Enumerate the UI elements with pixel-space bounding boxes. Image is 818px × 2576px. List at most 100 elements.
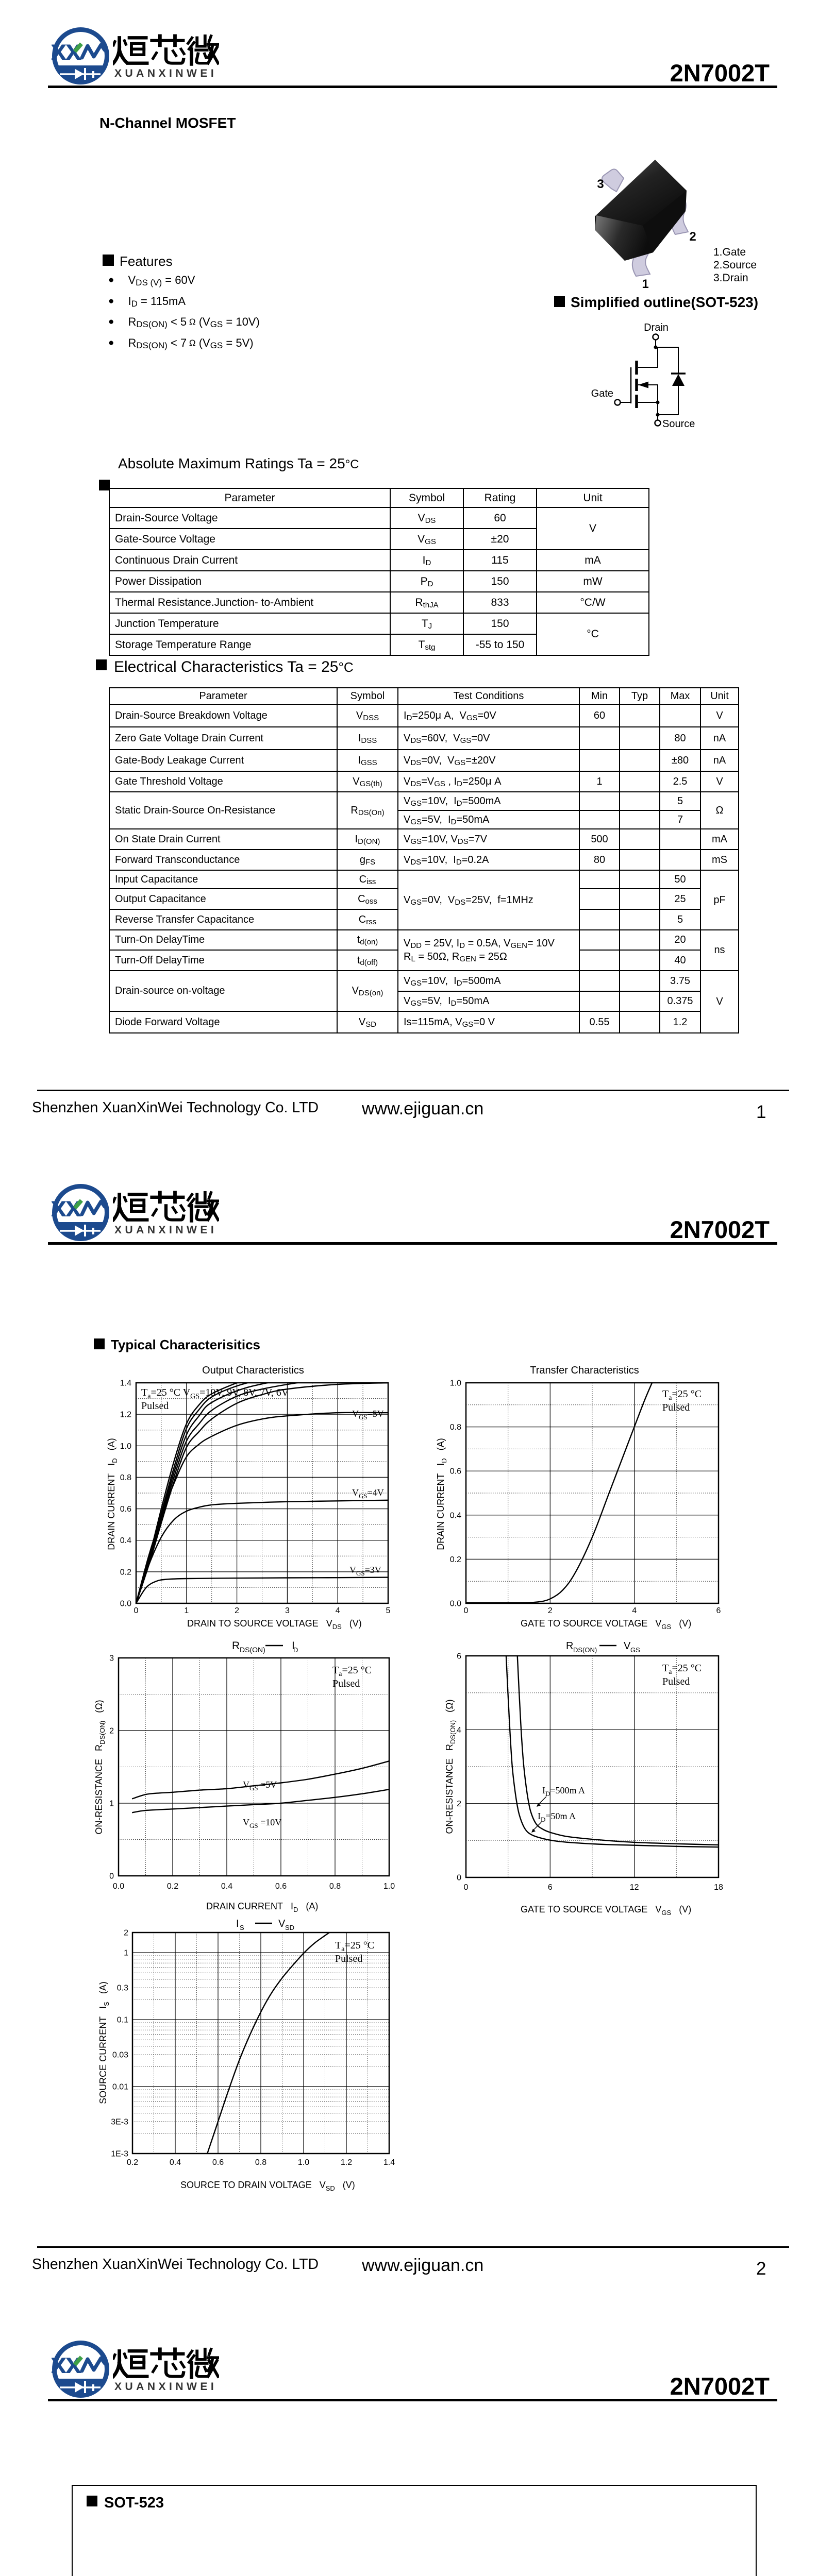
svg-text:GATE TO SOURCE VOLTAGE VGS: GATE TO SOURCE VOLTAGE VGS (V): [521, 1618, 691, 1631]
svg-text:Drain: Drain: [644, 322, 669, 333]
svg-text:3: 3: [285, 1606, 290, 1615]
svg-text:4: 4: [632, 1606, 637, 1615]
svg-text:ID=50m A: ID=50m A: [538, 1811, 576, 1823]
svg-text:x: x: [65, 33, 81, 66]
svg-text:0.0: 0.0: [450, 1600, 461, 1608]
svg-text:2: 2: [548, 1606, 553, 1615]
svg-text:I: I: [236, 1918, 239, 1929]
svg-text:0.4: 0.4: [170, 2158, 181, 2167]
svg-text:0: 0: [457, 1874, 461, 1883]
svg-text:S: S: [240, 1924, 244, 1931]
svg-text:1.4: 1.4: [383, 2158, 395, 2167]
svg-text:Gate: Gate: [591, 388, 613, 399]
svg-text:x: x: [52, 1190, 66, 1223]
svg-text:0.2: 0.2: [120, 1568, 131, 1577]
svg-text:GATE TO SOURCE VOLTAGE VGS: GATE TO SOURCE VOLTAGE VGS (V): [521, 1904, 691, 1917]
svg-text:Ta=25 °C: Ta=25 °C: [662, 1388, 702, 1402]
svg-text:1: 1: [109, 1800, 114, 1808]
svg-text:x: x: [65, 2347, 81, 2379]
svg-text:2: 2: [457, 1800, 461, 1808]
svg-text:0.8: 0.8: [329, 1882, 341, 1891]
svg-text:Pulsed: Pulsed: [662, 1676, 690, 1687]
svg-text:2: 2: [124, 1929, 128, 1938]
svg-text:1E-3: 1E-3: [111, 2150, 128, 2159]
svg-text:SOURCE TO DRAIN VOLTAGE VSD: SOURCE TO DRAIN VOLTAGE VSD (V): [180, 2180, 355, 2192]
svg-text:4: 4: [457, 1726, 461, 1735]
svg-text:V: V: [624, 1640, 631, 1652]
svg-text:6: 6: [457, 1652, 461, 1661]
svg-text:1: 1: [124, 1949, 128, 1958]
svg-text:VGS=3V: VGS=3V: [349, 1565, 381, 1577]
svg-text:Pulsed: Pulsed: [335, 1953, 362, 1964]
svg-text:DS(ON): DS(ON): [573, 1646, 597, 1654]
svg-text:3: 3: [597, 177, 604, 191]
svg-text:0.4: 0.4: [450, 1511, 461, 1520]
svg-text:1.2: 1.2: [341, 2158, 352, 2167]
svg-text:Pulsed: Pulsed: [662, 1402, 690, 1413]
svg-text:1.2: 1.2: [120, 1411, 131, 1419]
svg-text:Ta=25 °C VGS=10V, 9V, 8V, 7V,: Ta=25 °C VGS=10V, 9V, 8V, 7V, 6V: [141, 1387, 289, 1400]
svg-text:VGS =5V: VGS =5V: [243, 1780, 277, 1792]
svg-text:0.2: 0.2: [127, 2158, 138, 2167]
svg-text:Transfer Characteristics: Transfer Characteristics: [530, 1365, 639, 1376]
svg-text:6: 6: [716, 1606, 721, 1615]
svg-text:1.4: 1.4: [120, 1379, 131, 1388]
svg-text:R: R: [232, 1640, 240, 1652]
svg-text:x: x: [52, 2347, 66, 2379]
svg-text:Ta=25 °C: Ta=25 °C: [335, 1940, 374, 1953]
svg-text:VGS =10V: VGS =10V: [243, 1817, 281, 1829]
svg-text:ON-RESISTANCE RDS(ON) (Ω): ON-RESISTANCE RDS(ON) (Ω): [94, 1700, 106, 1834]
svg-text:0.2: 0.2: [450, 1555, 461, 1564]
svg-text:0: 0: [464, 1606, 469, 1615]
svg-text:DRAIN CURRENT ID (A): DRAIN CURRENT ID (A): [436, 1438, 448, 1550]
svg-text:DS(ON): DS(ON): [240, 1646, 265, 1654]
svg-text:1: 1: [184, 1606, 189, 1615]
svg-text:x: x: [65, 1190, 81, 1223]
svg-text:0: 0: [134, 1606, 139, 1615]
svg-text:0.8: 0.8: [255, 2158, 266, 2167]
svg-text:2: 2: [235, 1606, 239, 1615]
svg-text:1.0: 1.0: [120, 1442, 131, 1451]
svg-text:4: 4: [336, 1606, 340, 1615]
svg-text:DRAIN CURRENT ID (A): DRAIN CURRENT ID (A): [106, 1438, 119, 1550]
svg-text:D: D: [293, 1646, 298, 1654]
svg-text:6: 6: [548, 1883, 553, 1892]
svg-text:0.6: 0.6: [275, 1882, 287, 1891]
svg-text:ID=500m A: ID=500m A: [542, 1785, 585, 1798]
svg-text:0.0: 0.0: [120, 1600, 131, 1608]
svg-text:R: R: [566, 1640, 573, 1652]
svg-text:5: 5: [386, 1606, 391, 1615]
svg-text:1: 1: [642, 277, 648, 291]
svg-text:3: 3: [109, 1654, 114, 1663]
svg-text:Source: Source: [662, 418, 695, 430]
svg-text:0.4: 0.4: [120, 1536, 131, 1545]
svg-text:VGS=4V: VGS=4V: [352, 1487, 384, 1500]
svg-text:0.4: 0.4: [221, 1882, 232, 1891]
svg-text:1.0: 1.0: [450, 1379, 461, 1388]
svg-text:2: 2: [109, 1727, 114, 1736]
svg-text:0.8: 0.8: [120, 1473, 131, 1482]
svg-text:12: 12: [630, 1883, 639, 1892]
svg-text:DRAIN TO SOURCE VOLTAGE VDS: DRAIN TO SOURCE VOLTAGE VDS (V): [187, 1618, 362, 1631]
svg-text:Ta=25 °C: Ta=25 °C: [332, 1665, 372, 1678]
svg-text:VGS=5V: VGS=5V: [352, 1409, 384, 1421]
svg-text:SOURCE CURRENT IS (A): SOURCE CURRENT IS (A): [98, 1981, 110, 2104]
svg-text:ON-RESISTANCE RDS(ON) (Ω): ON-RESISTANCE RDS(ON) (Ω): [444, 1699, 457, 1834]
svg-text:V: V: [278, 1918, 286, 1929]
svg-text:0.6: 0.6: [212, 2158, 224, 2167]
svg-text:0.6: 0.6: [120, 1505, 131, 1514]
svg-text:2: 2: [689, 230, 696, 244]
svg-text:0.8: 0.8: [450, 1423, 461, 1432]
svg-text:18: 18: [714, 1883, 723, 1892]
svg-text:Ta=25 °C: Ta=25 °C: [662, 1663, 702, 1676]
svg-text:1.0: 1.0: [383, 1882, 395, 1891]
svg-text:0.2: 0.2: [167, 1882, 178, 1891]
svg-text:Output Characteristics: Output Characteristics: [202, 1365, 304, 1376]
svg-text:GS: GS: [630, 1646, 640, 1654]
svg-text:1.0: 1.0: [298, 2158, 309, 2167]
svg-text:DRAIN CURRENT ID (A): DRAIN CURRENT ID (A): [206, 1901, 318, 1913]
svg-text:0.01: 0.01: [112, 2083, 128, 2092]
svg-text:3E-3: 3E-3: [111, 2117, 128, 2126]
svg-text:0.3: 0.3: [117, 1984, 128, 1993]
svg-text:SD: SD: [285, 1924, 294, 1931]
